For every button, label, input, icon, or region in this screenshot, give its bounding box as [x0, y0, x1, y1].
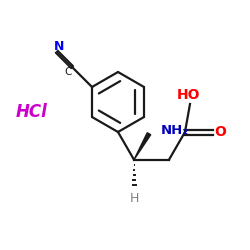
Text: H: H — [129, 192, 139, 205]
Text: HO: HO — [176, 88, 200, 102]
Text: HCl: HCl — [16, 103, 48, 121]
Text: C: C — [64, 67, 72, 77]
Text: O: O — [214, 125, 226, 139]
Text: N: N — [54, 40, 64, 53]
Polygon shape — [134, 133, 151, 160]
Text: NH₂: NH₂ — [161, 124, 189, 137]
